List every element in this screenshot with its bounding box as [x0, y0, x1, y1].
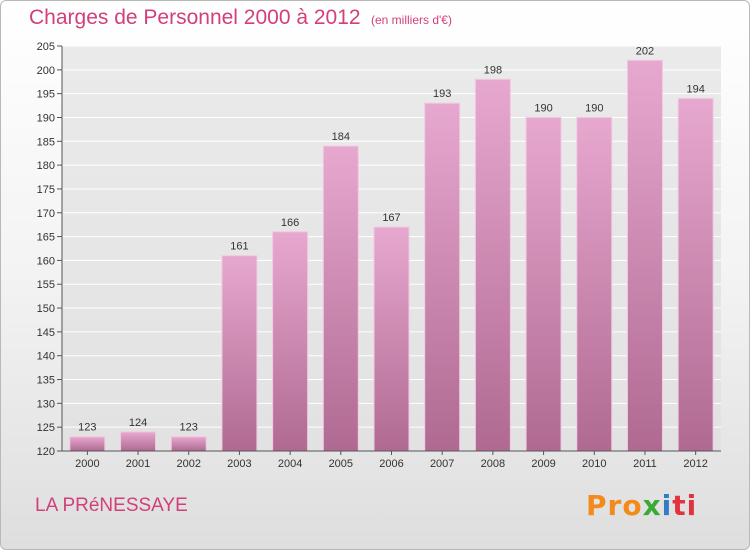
value-label: 161: [230, 241, 248, 253]
value-label: 198: [484, 64, 502, 76]
y-tick-label: 130: [37, 398, 55, 410]
value-label: 167: [382, 212, 400, 224]
value-label: 190: [534, 102, 552, 114]
y-tick-label: 175: [37, 184, 55, 196]
bar-2006[interactable]: [373, 226, 410, 452]
x-tick-label: 2003: [227, 458, 251, 470]
value-label: 123: [78, 422, 96, 434]
logo-part-3: i: [661, 489, 673, 522]
chart-title: Charges de Personnel 2000 à 2012: [29, 6, 361, 29]
x-tick-label: 2008: [481, 458, 505, 470]
y-tick-label: 170: [37, 208, 55, 220]
x-tick-label: 2009: [531, 458, 555, 470]
y-tick-label: 150: [37, 303, 55, 315]
bar-2010[interactable]: [576, 116, 613, 452]
value-label: 123: [180, 422, 198, 434]
y-tick-label: 135: [37, 375, 55, 387]
x-tick-label: 2000: [75, 458, 99, 470]
x-tick-label: 2006: [379, 458, 403, 470]
bar-2002[interactable]: [170, 436, 207, 452]
bar-2012[interactable]: [677, 97, 714, 452]
value-label: 202: [636, 45, 654, 57]
x-tick-label: 2001: [126, 458, 150, 470]
x-tick-label: 2002: [176, 458, 200, 470]
x-tick-label: 2012: [683, 458, 707, 470]
y-tick-label: 120: [37, 446, 55, 458]
y-tick-label: 160: [37, 255, 55, 267]
bar-2011[interactable]: [626, 59, 663, 452]
y-tick-label: 145: [37, 327, 55, 339]
bar-2000[interactable]: [69, 436, 106, 452]
x-tick-label: 2004: [278, 458, 302, 470]
place-name: LA PRéNESSAYE: [35, 495, 188, 516]
bar-2003[interactable]: [221, 255, 258, 452]
y-tick-label: 155: [37, 279, 55, 291]
x-tick-label: 2011: [633, 458, 657, 470]
y-tick-label: 125: [37, 422, 55, 434]
bar-2001[interactable]: [120, 431, 157, 452]
y-tick-label: 200: [37, 65, 55, 77]
bar-2005[interactable]: [322, 145, 359, 452]
y-tick-label: 190: [37, 112, 55, 124]
bar-2008[interactable]: [474, 78, 511, 452]
value-label: 193: [433, 88, 451, 100]
chart-subtitle: (en milliers d'€): [371, 13, 452, 27]
logo-part-4: ti: [672, 489, 698, 522]
x-tick-label: 2005: [329, 458, 353, 470]
bar-2004[interactable]: [272, 231, 309, 452]
logo-part-2: x: [642, 489, 662, 522]
x-tick-label: 2007: [430, 458, 454, 470]
y-tick-label: 165: [37, 232, 55, 244]
value-label: 124: [129, 417, 147, 429]
y-tick-label: 195: [37, 89, 55, 101]
value-label: 184: [332, 131, 350, 143]
proxiti-logo[interactable]: Proxiti: [586, 489, 697, 522]
y-tick-label: 180: [37, 160, 55, 172]
bar-2007[interactable]: [424, 102, 461, 452]
y-tick-label: 185: [37, 136, 55, 148]
value-label: 190: [585, 102, 603, 114]
value-label: 166: [281, 217, 299, 229]
value-label: 194: [686, 83, 704, 95]
y-tick-label: 205: [37, 41, 55, 53]
x-tick-label: 2010: [582, 458, 606, 470]
logo-part-1: Pro: [586, 489, 643, 522]
y-tick-label: 140: [37, 351, 55, 363]
bar-2009[interactable]: [525, 116, 562, 452]
